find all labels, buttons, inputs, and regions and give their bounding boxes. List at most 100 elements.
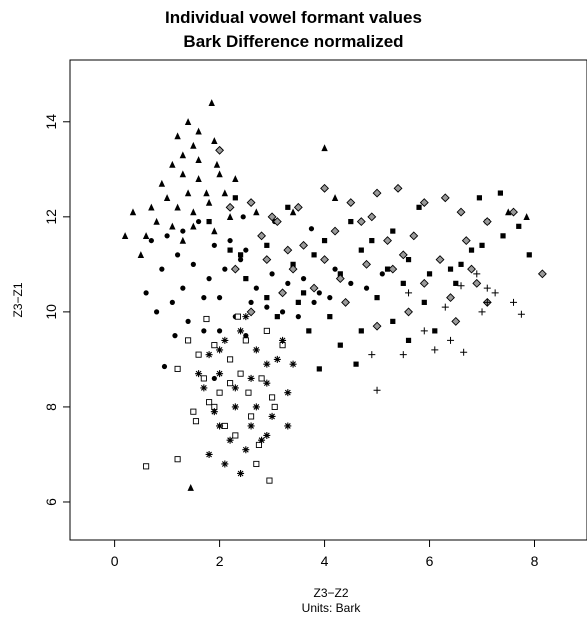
data-point-asterisk <box>226 436 234 444</box>
data-point-asterisk <box>205 351 213 359</box>
data-point-triangle <box>153 217 160 225</box>
data-point-diamond <box>372 188 382 198</box>
data-point-square-filled <box>311 252 317 258</box>
data-point-circle <box>185 318 191 324</box>
data-point-asterisk <box>210 408 218 416</box>
data-point-asterisk <box>284 422 292 430</box>
data-point-triangle <box>179 170 187 178</box>
data-point-diamond <box>299 240 309 250</box>
y-tick-label: 14 <box>43 114 59 130</box>
data-point-plus <box>399 351 407 359</box>
data-point-circle <box>264 304 270 310</box>
data-point-diamond <box>215 145 225 155</box>
data-point-circle <box>243 333 249 339</box>
data-point-asterisk <box>258 436 266 444</box>
data-point-diamond <box>283 245 293 255</box>
data-point-square-filled <box>421 299 427 305</box>
data-point-square-open <box>255 441 263 449</box>
data-point-asterisk <box>216 370 224 378</box>
data-point-diamond <box>262 255 272 265</box>
data-point-circle <box>237 257 244 263</box>
data-point-asterisk <box>252 403 260 411</box>
data-point-square-filled <box>237 252 244 258</box>
x-tick-label: 4 <box>321 553 329 569</box>
y-axis: 6 8 10 12 14 <box>43 114 70 506</box>
data-point-diamond <box>482 217 492 227</box>
data-point-triangle <box>253 208 260 216</box>
data-point-triangle <box>137 251 145 259</box>
data-point-circle <box>308 226 315 232</box>
data-point-square-filled <box>426 271 433 277</box>
data-point-diamond <box>278 288 288 298</box>
data-point-circle <box>164 233 170 239</box>
data-point-square-filled <box>479 242 485 248</box>
data-point-asterisk <box>205 450 213 458</box>
data-point-circle <box>227 237 233 244</box>
x-tick-label: 8 <box>531 553 539 569</box>
data-point-circle <box>253 285 259 291</box>
chart-subtitle: Bark Difference normalized <box>183 32 404 51</box>
data-point-diamond <box>272 217 282 227</box>
data-point-diamond <box>537 269 547 279</box>
data-point-square-open <box>271 403 278 410</box>
data-point-plus <box>447 336 455 344</box>
data-point-square-filled <box>285 204 291 210</box>
data-point-circle <box>279 309 286 315</box>
data-point-plus <box>473 270 481 278</box>
plot-frame <box>69 59 587 541</box>
data-point-square-filled <box>358 328 364 334</box>
data-point-square-open <box>185 337 192 344</box>
data-point-circle <box>327 295 333 301</box>
y-tick-label: 8 <box>43 403 59 411</box>
data-point-diamond <box>267 212 277 222</box>
data-point-circle <box>348 280 354 286</box>
data-point-circle <box>201 295 207 301</box>
data-point-square-open <box>266 477 273 484</box>
data-point-triangle <box>169 222 176 230</box>
data-point-circle <box>285 280 291 286</box>
y-tick-label: 12 <box>43 209 59 225</box>
data-point-square-filled <box>384 266 391 272</box>
data-point-triangle <box>211 137 218 144</box>
data-point-square-filled <box>374 295 380 301</box>
data-point-square-filled <box>337 271 343 277</box>
data-point-square-filled <box>306 328 312 334</box>
data-point-circle <box>211 375 217 382</box>
data-point-diamond <box>356 217 366 227</box>
data-point-triangle <box>216 170 223 178</box>
data-point-triangle <box>321 144 328 152</box>
data-point-square-open <box>227 380 234 387</box>
data-point-asterisk <box>231 384 239 392</box>
data-point-circle <box>161 363 168 370</box>
data-point-triangle <box>163 194 171 202</box>
data-point-triangle <box>158 179 166 187</box>
data-point-circle <box>190 261 196 267</box>
data-point-circle <box>180 285 186 291</box>
chart-title: Individual vowel formant values <box>165 8 422 27</box>
data-point-diamond <box>372 321 382 331</box>
data-point-asterisk <box>216 422 224 430</box>
data-point-plus <box>368 351 376 359</box>
data-point-diamond <box>320 255 329 265</box>
data-point-square-filled <box>227 247 233 253</box>
data-point-triangle <box>232 175 239 183</box>
data-point-asterisk <box>242 446 250 454</box>
data-point-square-filled <box>321 237 328 244</box>
data-point-square-filled <box>206 218 212 225</box>
data-point-square-open <box>195 351 202 358</box>
data-point-square-filled <box>316 366 322 372</box>
data-point-square-open <box>248 413 255 420</box>
data-point-diamond <box>246 307 256 317</box>
data-point-plus <box>483 298 491 306</box>
data-point-circle <box>248 299 254 305</box>
data-point-square-filled <box>264 242 270 248</box>
data-point-triangle <box>523 213 530 221</box>
data-point-triangle <box>169 160 176 168</box>
data-point-square-filled <box>405 257 412 263</box>
data-point-diamond <box>472 278 482 288</box>
data-point-square-open <box>269 394 276 401</box>
data-point-square-open <box>206 399 213 406</box>
data-point-square-filled <box>453 280 459 286</box>
data-point-triangle <box>190 222 197 230</box>
data-point-diamond <box>467 264 476 274</box>
